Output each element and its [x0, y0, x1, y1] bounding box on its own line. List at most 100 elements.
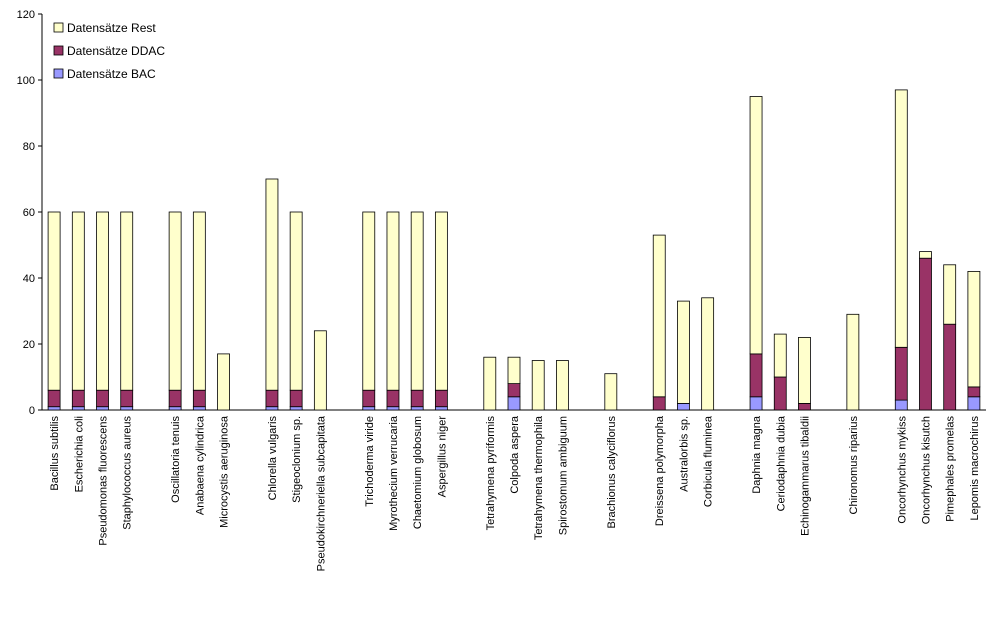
bar-segment: [507, 383, 521, 398]
bar-segment: [265, 406, 279, 411]
x-tick-label: Aspergillus niger: [436, 416, 448, 498]
x-tick-label: Pseudokirchneriella subcapitata: [315, 415, 327, 571]
bar-segment: [410, 406, 424, 411]
bar-segment: [96, 211, 109, 391]
x-tick-label: Corbicula fluminea: [703, 415, 715, 507]
x-tick-label: Trichoderma viride: [364, 416, 376, 507]
x-tick-label: Tetrahymena thermophila: [533, 415, 545, 540]
bar-segment: [192, 406, 206, 411]
bar-segment: [846, 313, 860, 411]
bar-segment: [798, 402, 811, 411]
x-tick-label: Oncorhynchus mykiss: [896, 416, 908, 524]
y-tick-label: 120: [17, 9, 35, 21]
bar-segment: [192, 389, 206, 408]
x-tick-label: Chlorella vulgaris: [267, 416, 279, 501]
bar-segment: [652, 396, 666, 411]
bar-segment: [749, 96, 763, 355]
bar-segment: [434, 389, 448, 408]
bar-segment: [773, 333, 787, 378]
legend-label: Datensätze DDAC: [67, 44, 165, 58]
bar-segment: [96, 406, 109, 411]
bar-segment: [71, 389, 85, 408]
legend-label: Datensätze Rest: [67, 21, 156, 35]
x-tick-label: Microcystis aeruginosa: [219, 415, 231, 528]
bar-segment: [652, 234, 666, 398]
bar-segment: [943, 323, 957, 411]
bar-segment: [168, 211, 182, 391]
bar-segment: [71, 406, 85, 411]
bar-segment: [919, 257, 932, 411]
bar-segment: [410, 211, 424, 391]
bar-segment: [47, 406, 61, 411]
bar-segment: [749, 396, 763, 411]
bar-segment: [773, 376, 787, 411]
bar-segment: [120, 389, 134, 408]
bar-segment: [967, 386, 981, 398]
bar-segment: [967, 270, 981, 388]
bar-segment: [894, 399, 908, 411]
bar-segment: [217, 353, 230, 411]
bar-segment: [289, 406, 303, 411]
bar-segment: [168, 389, 182, 408]
x-tick-label: Brachionus calyciflorus: [606, 416, 618, 529]
y-tick-label: 40: [23, 273, 35, 285]
bar-segment: [265, 178, 279, 391]
x-tick-label: Myrothecium verrucaria: [388, 415, 400, 531]
x-tick-label: Bacillus subtilis: [49, 416, 61, 491]
bar-segment: [120, 406, 134, 411]
bar-segment: [386, 406, 400, 411]
x-tick-label: Daphnia magna: [751, 415, 763, 494]
bar-segment: [386, 211, 400, 391]
bar-segment: [483, 356, 497, 411]
x-tick-label: Ceriodaphnia dubia: [775, 415, 787, 511]
bar-segment: [289, 211, 303, 391]
bar-segment: [120, 211, 134, 391]
x-tick-label: Escherichia coli: [73, 416, 85, 492]
bar-segment: [749, 353, 763, 398]
bar-segment: [894, 89, 908, 348]
bar-segment: [507, 396, 521, 411]
bar-segment: [192, 211, 206, 391]
bar-segment: [943, 264, 957, 325]
bar-segment: [677, 402, 690, 411]
x-tick-label: Tetrahymena pyriformis: [485, 416, 497, 531]
x-tick-label: Oncorhynchus kisutch: [920, 416, 932, 524]
x-tick-label: Staphylococcus aureus: [122, 416, 134, 530]
x-tick-label: Lepomis macrochirus: [969, 416, 981, 521]
legend-label: Datensätze BAC: [67, 67, 156, 81]
legend-swatch: [53, 22, 64, 33]
bar-segment: [71, 211, 85, 391]
bar-segment: [434, 211, 448, 391]
y-tick-label: 80: [23, 141, 35, 153]
bar-segment: [96, 389, 109, 408]
x-tick-label: Anabaena cylindrica: [194, 415, 206, 515]
bar-segment: [434, 406, 448, 411]
legend-swatch: [53, 45, 64, 56]
bar-segment: [894, 346, 908, 401]
bar-segment: [362, 389, 376, 408]
x-tick-label: Dreissena polymorpha: [654, 415, 666, 526]
bar-segment: [168, 406, 182, 411]
y-tick-label: 60: [23, 207, 35, 219]
y-tick-label: 0: [29, 405, 35, 417]
x-tick-label: Pseudomonas fluorescens: [98, 416, 110, 546]
x-tick-label: Pimephales promelas: [945, 416, 957, 522]
bar-segment: [47, 389, 61, 408]
bar-segment: [919, 251, 932, 259]
x-tick-label: Australorbis sp.: [678, 416, 690, 492]
legend-swatch: [53, 68, 64, 79]
x-tick-label: Chironomus riparius: [848, 416, 860, 515]
bar-segment: [386, 389, 400, 408]
bar-segment: [410, 389, 424, 408]
bar-segment: [677, 300, 690, 404]
x-tick-label: Chaetomium globosum: [412, 416, 424, 529]
bar-segment: [531, 360, 545, 411]
y-tick-label: 20: [23, 339, 35, 351]
x-tick-label: Oscillatoria tenuis: [170, 416, 182, 503]
bar-segment: [313, 330, 327, 411]
bar-segment: [701, 297, 715, 411]
x-tick-label: Spirostomum ambiguum: [557, 416, 569, 535]
bar-segment: [507, 356, 521, 385]
y-tick-label: 100: [17, 75, 35, 87]
